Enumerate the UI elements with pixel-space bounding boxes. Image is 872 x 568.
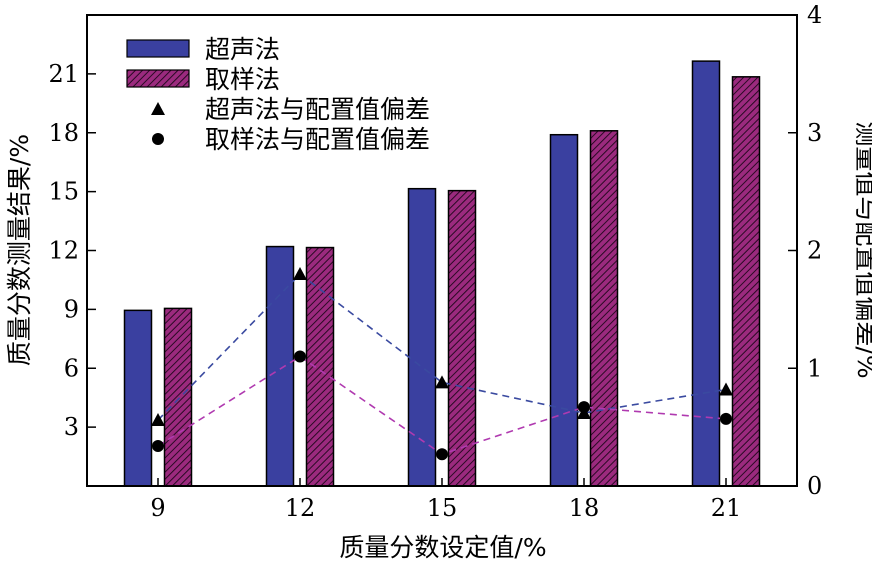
legend-marker-triangle <box>151 102 165 115</box>
legend-label: 超声法与配置值偏差 <box>205 95 430 124</box>
y2-tick-label: 0 <box>807 472 822 500</box>
marker-triangle-12 <box>293 267 307 281</box>
x-axis-title: 质量分数设定值/% <box>339 533 546 562</box>
marker-circle-9 <box>152 439 164 452</box>
x-tick-label: 12 <box>285 494 316 522</box>
y-tick-label: 9 <box>64 295 79 323</box>
plot-frame <box>86 14 798 487</box>
y-axis-title-left: 质量分数测量结果/% <box>5 134 34 366</box>
x-tick-label: 18 <box>569 494 600 522</box>
y-tick-label: 21 <box>48 60 79 88</box>
bar-ultrasonic-12 <box>265 245 295 487</box>
line-ultrasonic-deviation <box>157 272 727 421</box>
marker-circle-21 <box>720 412 732 425</box>
y2-tick-label: 3 <box>807 119 822 147</box>
y-tick-label: 15 <box>48 178 79 206</box>
legend-swatch-sampling <box>126 69 190 88</box>
bar-sampling-12 <box>305 246 335 487</box>
legend-label: 取样法 <box>205 65 280 94</box>
y2-tick-label: 4 <box>807 1 822 29</box>
y-tick-label: 12 <box>48 237 79 265</box>
x-tick-label: 9 <box>150 494 165 522</box>
legend-label: 取样法与配置值偏差 <box>205 125 430 154</box>
x-tick-label: 15 <box>427 494 458 522</box>
marker-triangle-9 <box>151 413 165 427</box>
x-tick-label: 21 <box>711 494 742 522</box>
y2-tick-label: 2 <box>807 237 822 265</box>
marker-circle-15 <box>436 448 448 461</box>
bar-ultrasonic-21 <box>691 60 721 487</box>
y-axis-title-right: 测量值与配置值偏差/% <box>852 121 872 378</box>
legend-swatch-ultrasonic <box>126 39 190 58</box>
y-tick-label: 18 <box>48 119 79 147</box>
bar-sampling-18 <box>589 130 619 487</box>
bar-ultrasonic-9 <box>123 309 153 487</box>
bar-ultrasonic-18 <box>549 133 579 487</box>
y2-tick-label: 1 <box>807 354 822 382</box>
y-tick-label: 6 <box>64 354 79 382</box>
bar-sampling-21 <box>731 76 761 487</box>
marker-triangle-15 <box>435 375 449 389</box>
legend-label: 超声法 <box>205 35 280 64</box>
bar-sampling-9 <box>163 307 193 487</box>
marker-circle-12 <box>294 350 306 363</box>
legend-marker-circle <box>152 133 164 145</box>
line-sampling-deviation <box>157 355 727 456</box>
marker-triangle-21 <box>719 382 733 396</box>
marker-circle-18 <box>578 401 590 414</box>
y-tick-label: 3 <box>64 413 79 441</box>
bar-sampling-15 <box>447 189 477 487</box>
